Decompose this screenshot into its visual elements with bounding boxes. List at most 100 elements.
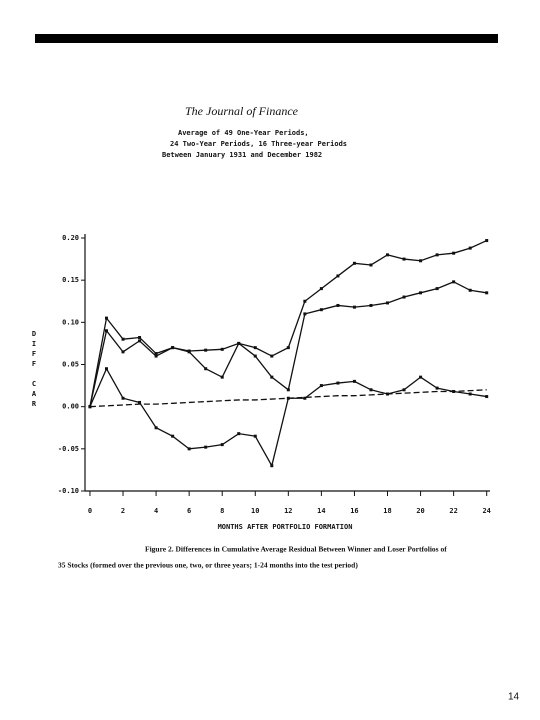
chart-title-line: 24 Two-Year Periods, 16 Three-year Perio… <box>170 140 347 148</box>
chart-title-line: Average of 49 One-Year Periods, <box>178 129 309 137</box>
point-marker <box>220 443 224 447</box>
series-line <box>89 367 487 468</box>
point-marker <box>336 274 340 278</box>
point-marker <box>270 464 274 468</box>
x-tick-label: 0 <box>88 507 92 515</box>
y-tick-label: 0.20 <box>62 234 79 242</box>
x-tick-label: 18 <box>383 507 391 515</box>
point-marker <box>419 259 423 263</box>
point-marker <box>435 287 439 291</box>
y-tick-label: -0.05 <box>58 445 79 453</box>
point-marker <box>468 392 472 396</box>
point-marker <box>402 388 406 392</box>
x-tick-label: 14 <box>317 507 325 515</box>
point-marker <box>237 432 241 436</box>
point-marker <box>319 308 323 312</box>
point-marker <box>121 350 125 354</box>
point-marker <box>435 253 439 257</box>
point-marker <box>138 336 142 340</box>
point-marker <box>452 251 456 255</box>
point-marker <box>187 350 191 354</box>
y-tick-label: 0.00 <box>62 403 79 411</box>
y-tick-label: 0.15 <box>62 276 79 284</box>
point-marker <box>138 339 142 343</box>
point-marker <box>386 301 390 305</box>
point-marker <box>336 381 340 385</box>
point-marker <box>154 352 158 356</box>
y-tick-label: -0.10 <box>58 487 79 495</box>
point-marker <box>369 303 373 307</box>
point-marker <box>352 305 356 309</box>
point-marker <box>104 367 108 371</box>
point-marker <box>204 348 208 352</box>
x-tick-label: 22 <box>449 507 457 515</box>
series-line <box>89 281 487 407</box>
point-marker <box>138 400 142 404</box>
point-marker <box>303 299 307 303</box>
point-marker <box>485 239 489 243</box>
point-marker <box>352 379 356 383</box>
point-marker <box>402 257 406 261</box>
point-marker <box>154 354 158 358</box>
x-tick-label: 2 <box>121 507 125 515</box>
x-tick-label: 12 <box>284 507 292 515</box>
x-axis-label: MONTHS AFTER PORTFOLIO FORMATION <box>218 523 353 531</box>
page-number: 14 <box>508 692 520 703</box>
point-marker <box>270 354 274 358</box>
chart-title-line: Between January 1931 and December 1982 <box>162 151 322 159</box>
point-marker <box>402 295 406 299</box>
point-marker <box>171 434 175 438</box>
point-marker <box>419 375 423 379</box>
point-marker <box>237 341 241 345</box>
point-marker <box>220 375 224 379</box>
point-marker <box>104 329 108 333</box>
x-tick-label: 4 <box>154 507 158 515</box>
point-marker <box>336 303 340 307</box>
x-tick-label: 20 <box>416 507 424 515</box>
point-marker <box>286 346 290 350</box>
caption-line: 35 Stocks (formed over the previous one,… <box>58 561 358 570</box>
point-marker <box>369 388 373 392</box>
x-tick-label: 10 <box>251 507 259 515</box>
x-tick-label: 6 <box>187 507 191 515</box>
point-marker <box>468 246 472 250</box>
point-marker <box>286 388 290 392</box>
point-marker <box>319 384 323 388</box>
point-marker <box>187 447 191 451</box>
point-marker <box>171 346 175 350</box>
journal-name: The Journal of Finance <box>185 104 299 118</box>
y-axis-label: DIFF CAR <box>30 330 38 410</box>
point-marker <box>154 426 158 430</box>
point-marker <box>121 396 125 400</box>
point-marker <box>270 375 274 379</box>
point-marker <box>121 337 125 341</box>
point-marker <box>435 386 439 390</box>
top-bar <box>35 34 498 43</box>
point-marker <box>204 367 208 371</box>
x-tick-label: 24 <box>482 507 490 515</box>
point-marker <box>253 354 257 358</box>
point-marker <box>419 291 423 295</box>
point-marker <box>452 280 456 284</box>
point-marker <box>352 261 356 265</box>
point-marker <box>253 434 257 438</box>
point-marker <box>386 253 390 257</box>
series-line <box>89 389 487 408</box>
point-marker <box>485 395 489 399</box>
point-marker <box>468 288 472 292</box>
x-tick-label: 16 <box>350 507 358 515</box>
caption-line: Figure 2. Differences in Cumulative Aver… <box>145 545 447 554</box>
point-marker <box>104 316 108 320</box>
y-tick-label: 0.05 <box>62 361 79 369</box>
point-marker <box>485 291 489 295</box>
point-marker <box>319 287 323 291</box>
point-marker <box>253 346 257 350</box>
y-tick-label: 0.10 <box>62 318 79 326</box>
point-marker <box>369 263 373 267</box>
point-marker <box>204 445 208 449</box>
x-tick-label: 8 <box>220 507 224 515</box>
point-marker <box>303 396 307 400</box>
point-marker <box>303 312 307 316</box>
